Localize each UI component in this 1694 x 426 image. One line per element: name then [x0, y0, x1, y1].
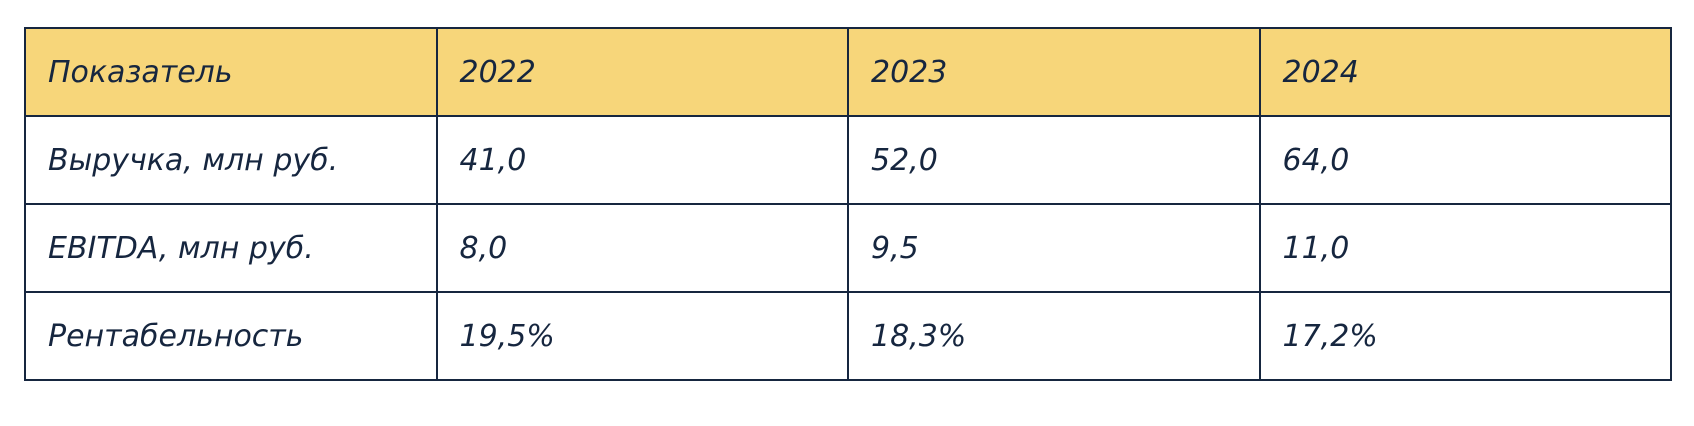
- table-body: Выручка, млн руб. 41,0 52,0 64,0 EBITDA, млн…: [24, 115, 1672, 381]
- row-label: Выручка, млн руб.: [24, 115, 438, 205]
- value-cell: 41,0: [435, 115, 849, 205]
- table-row: Выручка, млн руб. 41,0 52,0 64,0: [24, 115, 1672, 205]
- value-cell: 8,0: [435, 203, 849, 293]
- table-row: EBITDA, млн руб. 8,0 9,5 11,0: [24, 203, 1672, 293]
- value-cell: 9,5: [847, 203, 1261, 293]
- value-cell: 19,5%: [435, 291, 849, 381]
- value-cell: 52,0: [847, 115, 1261, 205]
- value-cell: 11,0: [1258, 203, 1672, 293]
- value-cell: 17,2%: [1258, 291, 1672, 381]
- value-cell: 18,3%: [847, 291, 1261, 381]
- value-cell: 64,0: [1258, 115, 1672, 205]
- table-row: Рентабельность 19,5% 18,3% 17,2%: [24, 291, 1672, 381]
- row-label: Рентабельность: [24, 291, 438, 381]
- header-cell: Показатель: [24, 27, 438, 117]
- header-cell: 2024: [1258, 27, 1672, 117]
- table: Показатель 2022 2023 2024 Выручка, млн р…: [24, 27, 1672, 381]
- header-cell: 2023: [847, 27, 1261, 117]
- table-container: Показатель 2022 2023 2024 Выручка, млн р…: [24, 27, 1672, 381]
- header-cell: 2022: [435, 27, 849, 117]
- row-label: EBITDA, млн руб.: [24, 203, 438, 293]
- header-row: Показатель 2022 2023 2024: [24, 27, 1672, 117]
